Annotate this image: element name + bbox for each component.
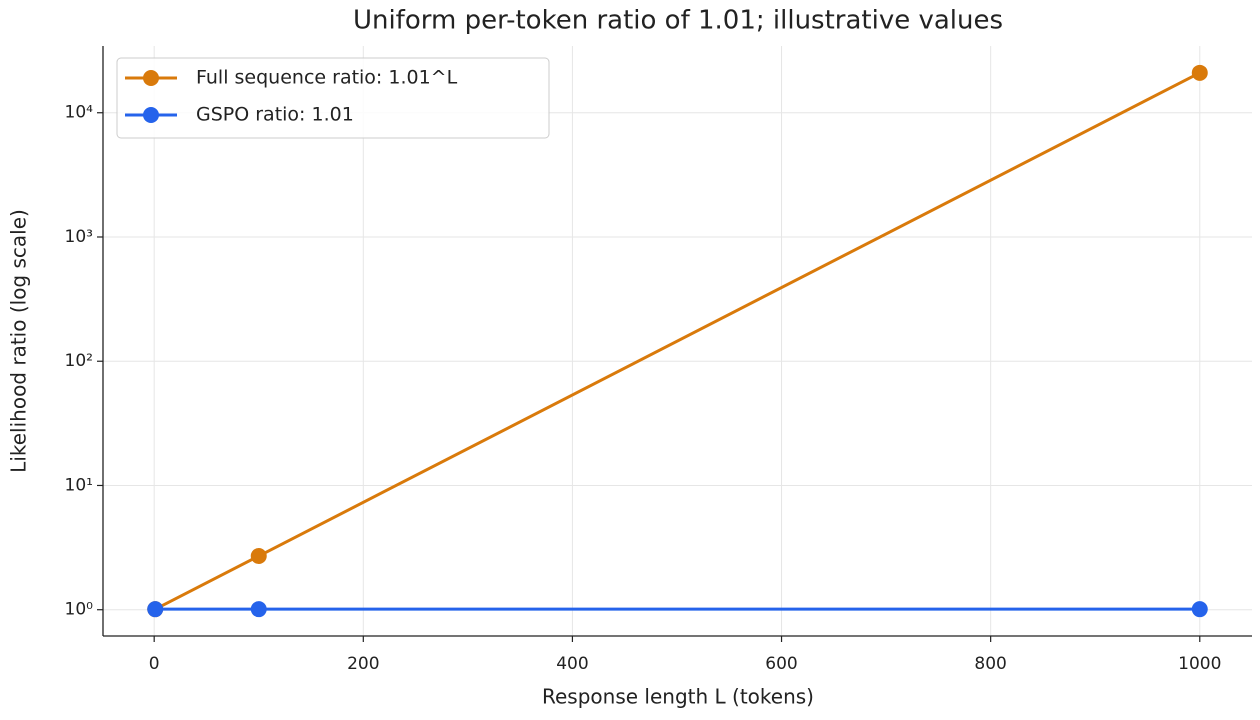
x-tick-label: 800 xyxy=(974,654,1006,674)
y-tick-label: 10² xyxy=(65,351,93,371)
data-point xyxy=(250,548,267,565)
x-tick-label: 1000 xyxy=(1178,654,1221,674)
legend-box xyxy=(116,57,550,139)
y-tick-label: 10³ xyxy=(65,227,93,247)
legend-label: Full sequence ratio: 1.01^L xyxy=(196,67,458,89)
data-point xyxy=(250,601,267,618)
y-tick-label: 10⁴ xyxy=(65,103,94,123)
x-tick-label: 200 xyxy=(347,654,379,674)
y-axis-label: Likelihood ratio (log scale) xyxy=(7,209,31,473)
data-point xyxy=(147,601,164,618)
data-point xyxy=(1191,64,1208,81)
x-axis-label: Response length L (tokens) xyxy=(542,685,814,709)
x-tick-label: 400 xyxy=(556,654,588,674)
y-tick-label: 10¹ xyxy=(65,475,93,495)
series-line xyxy=(154,71,1201,611)
data-point xyxy=(1191,601,1208,618)
legend-label: GSPO ratio: 1.01 xyxy=(196,104,354,126)
legend-marker xyxy=(143,107,159,123)
legend-marker xyxy=(143,70,159,86)
chart-title: Uniform per-token ratio of 1.01; illustr… xyxy=(353,6,1003,36)
y-tick-label: 10⁰ xyxy=(65,600,94,620)
x-tick-label: 0 xyxy=(149,654,160,674)
x-tick-label: 600 xyxy=(765,654,797,674)
